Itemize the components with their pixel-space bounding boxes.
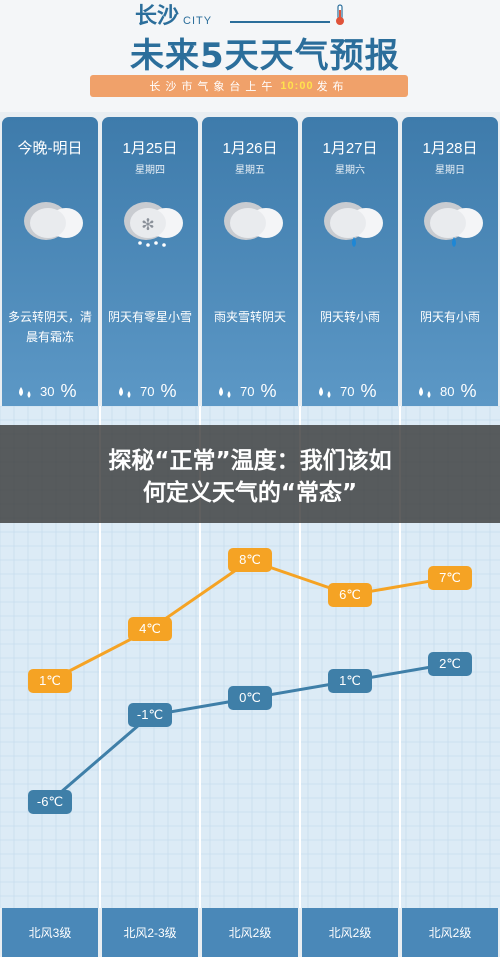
low-temp-label: 0℃	[228, 686, 272, 711]
wind-cell: 北风2级	[202, 908, 298, 957]
forecast-day-1: 今晚-明日 多云转阴天，清晨有霜冻 30 %	[2, 117, 98, 406]
cloudy-icon	[224, 202, 283, 240]
rain-chance-unit: %	[60, 381, 77, 401]
banner-line-1: 探秘“正常”温度：我们该如	[108, 448, 392, 474]
rain-chance: 70 %	[216, 381, 276, 402]
wind-row: 北风3级 北风2-3级 北风2级 北风2级 北风2级	[0, 908, 500, 957]
rain-chance: 70 %	[116, 381, 176, 402]
day-date: 1月26日	[222, 140, 278, 157]
rain-chance-unit: %	[360, 381, 377, 401]
high-temp-label: 1℃	[28, 669, 72, 693]
low-temp-line	[49, 662, 451, 803]
header: 长沙 CITY 未来5天天气预报 长沙市气象台上午 10:00 发布	[0, 0, 500, 112]
rain-chance-value: 70	[140, 384, 155, 399]
publish-prefix: 长沙市气象台上午	[149, 81, 278, 93]
day-date: 1月27日	[322, 140, 378, 157]
headline-banner: 探秘“正常”温度：我们该如 何定义天气的“常态”	[0, 425, 500, 523]
page-title: 未来5天天气预报	[130, 36, 400, 76]
rain-cloud-icon	[324, 202, 383, 247]
banner-line-2: 何定义天气的“常态”	[142, 480, 358, 506]
rain-chance-value: 80	[440, 384, 455, 399]
publish-time: 10:00	[280, 80, 314, 92]
rain-chance-value: 70	[240, 384, 255, 399]
day-weekday: 星期四	[135, 165, 165, 176]
city-en-label: CITY	[183, 15, 213, 27]
droplets-icon	[319, 386, 331, 398]
day-date: 1月25日	[122, 140, 178, 157]
wind-cell: 北风2级	[402, 908, 498, 957]
droplets-icon	[419, 386, 431, 398]
droplets-icon	[219, 386, 231, 398]
day-weekday: 星期日	[435, 165, 465, 176]
high-temp-label: 6℃	[328, 582, 372, 607]
cloudy-icon	[24, 202, 83, 240]
rain-chance: 80 %	[416, 381, 476, 402]
divider	[230, 21, 330, 23]
rain-chance: 70 %	[316, 381, 376, 402]
day-description: 阴天有小雨	[419, 310, 480, 324]
low-temp-label: -6℃	[28, 789, 72, 814]
day-weekday: 星期六	[335, 165, 365, 176]
forecast-day-2: 1月25日 星期四 ✻ 阴天有零星小雪 70 %	[102, 117, 198, 406]
rain-chance: 30 %	[16, 381, 76, 402]
high-temp-label: 8℃	[228, 548, 272, 573]
day-description: 多云转阴天，清晨有霜冻	[8, 310, 93, 344]
high-temp-line	[49, 558, 451, 683]
publish-suffix: 发布	[316, 81, 349, 93]
wind-cell: 北风2级	[302, 908, 398, 957]
forecast-day-4: 1月27日 星期六 阴天转小雨 70 %	[302, 117, 398, 406]
thermometer-icon	[336, 4, 344, 25]
rain-chance-unit: %	[460, 381, 477, 401]
day-description: 阴天转小雨	[319, 310, 380, 324]
high-temp-label: 7℃	[428, 565, 472, 590]
rain-chance-unit: %	[160, 381, 177, 401]
day-weekday: 星期五	[235, 165, 265, 176]
high-temp-label: 4℃	[128, 617, 172, 642]
wind-cell: 北风3级	[2, 908, 98, 957]
droplets-icon	[119, 386, 131, 398]
day-date: 今晚-明日	[17, 140, 83, 157]
rain-chance-value: 70	[340, 384, 355, 399]
rain-chance-value: 30	[40, 384, 55, 399]
publish-bar: 长沙市气象台上午 10:00 发布	[90, 75, 408, 97]
snow-cloud-icon: ✻	[124, 202, 183, 247]
low-temp-label: 1℃	[328, 669, 372, 693]
day-description: 雨夹雪转阴天	[213, 310, 286, 324]
city-title: 长沙 CITY	[135, 4, 213, 30]
forecast-day-3: 1月26日 星期五 雨夹雪转阴天 70 %	[202, 117, 298, 406]
svg-text:✻: ✻	[141, 215, 154, 234]
forecast-columns: 今晚-明日 多云转阴天，清晨有霜冻 30 % 1月25日 星期四 ✻ 阴天有零星…	[0, 112, 500, 406]
low-temp-label: 2℃	[428, 651, 472, 676]
rain-cloud-icon	[424, 202, 483, 247]
wind-cell: 北风2-3级	[102, 908, 198, 957]
droplets-icon	[19, 386, 31, 398]
day-date: 1月28日	[422, 140, 478, 157]
rain-chance-unit: %	[260, 381, 277, 401]
day-description: 阴天有零星小雪	[108, 310, 193, 324]
low-temp-label: -1℃	[128, 703, 172, 728]
forecast-day-5: 1月28日 星期日 阴天有小雨 80 %	[402, 117, 498, 406]
city-name: 长沙	[135, 4, 180, 29]
